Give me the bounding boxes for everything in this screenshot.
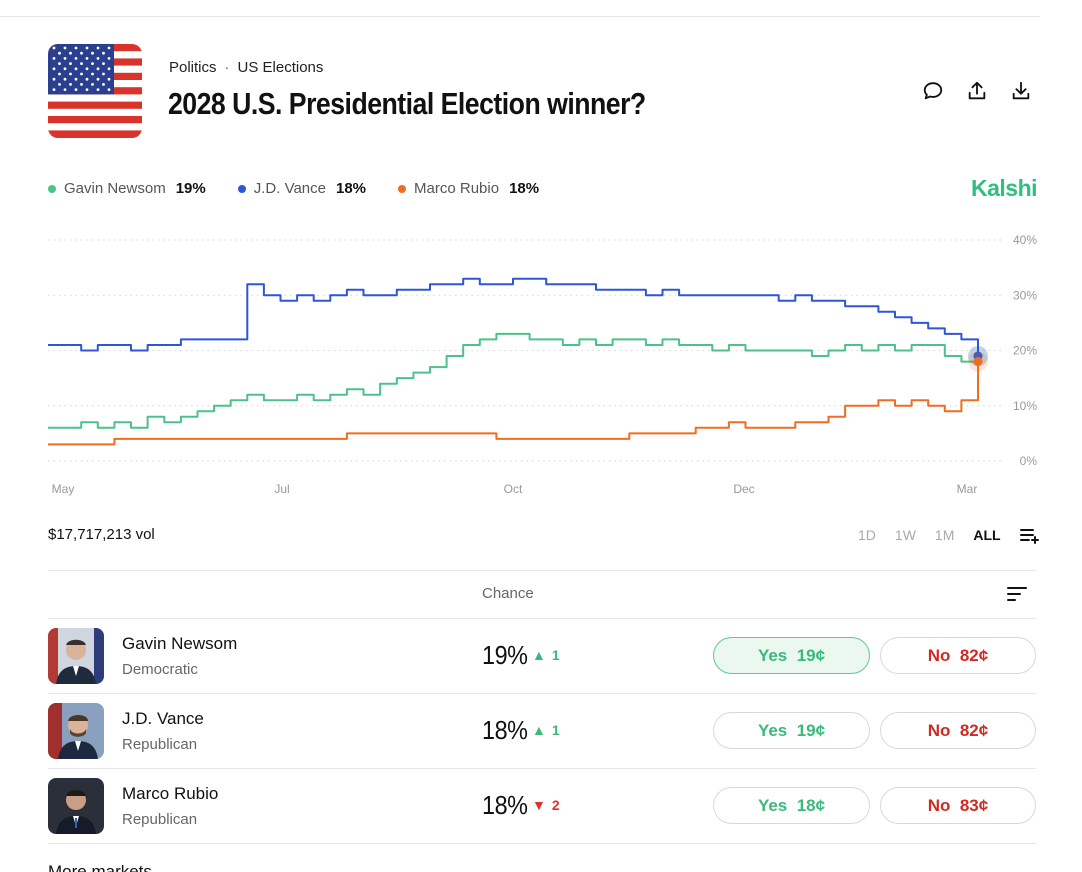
y-tick-label: 0% — [1020, 454, 1038, 468]
chance-value: 19% — [482, 640, 528, 670]
chance-delta: ▲ 1 — [532, 722, 560, 738]
chance-value: 18% — [482, 715, 528, 745]
y-tick-label: 30% — [1013, 288, 1037, 302]
candidate-name: Marco Rubio — [122, 784, 219, 803]
legend-pct: 19% — [175, 180, 206, 197]
delta-value: 1 — [551, 647, 560, 663]
legend-pct: 18% — [509, 180, 540, 197]
header-actions — [922, 80, 1032, 102]
yes-button[interactable]: Yes 18¢ — [713, 787, 870, 824]
divider — [48, 618, 1036, 619]
top-divider — [0, 16, 1040, 17]
y-tick-label: 40% — [1013, 233, 1037, 247]
x-tick-label: Mar — [957, 482, 978, 496]
breadcrumb-separator: · — [224, 59, 230, 76]
comment-icon[interactable] — [922, 80, 944, 102]
add-to-chart-icon[interactable] — [1019, 526, 1040, 544]
legend-item-rubio[interactable]: Marco Rubio 18% — [398, 180, 539, 197]
delta-value: 1 — [551, 722, 560, 738]
range-1w[interactable]: 1W — [894, 527, 916, 543]
chance-column-header: Chance — [482, 585, 534, 602]
chance-value: 18% — [482, 790, 528, 820]
triangle-down-icon: ▼ — [532, 797, 546, 813]
price-history-chart[interactable]: 0% 10% 20% 30% 40% May Jul Oct Dec Mar — [40, 225, 1050, 505]
table-row[interactable]: Marco Rubio Republican 18% ▼ 2 Yes 18¢ N… — [48, 768, 1036, 843]
avatar — [48, 778, 104, 834]
no-button[interactable]: No 82¢ — [880, 712, 1036, 749]
yes-button[interactable]: Yes 19¢ — [713, 637, 870, 674]
triangle-up-icon: ▲ — [532, 722, 546, 738]
candidate-party: Democratic — [122, 661, 198, 678]
share-icon[interactable] — [966, 80, 988, 102]
legend-pct: 18% — [336, 180, 367, 197]
legend-name: Marco Rubio — [414, 180, 500, 197]
more-markets-heading[interactable]: More markets — [48, 862, 152, 872]
divider — [48, 768, 1036, 769]
end-point — [973, 357, 983, 367]
x-tick-label: May — [52, 482, 75, 496]
range-all[interactable]: ALL — [973, 527, 1001, 543]
candidate-name: J.D. Vance — [122, 709, 204, 728]
no-button[interactable]: No 82¢ — [880, 637, 1036, 674]
table-row[interactable]: J.D. Vance Republican 18% ▲ 1 Yes 19¢ No… — [48, 693, 1036, 768]
legend-dot — [237, 184, 246, 193]
x-tick-label: Dec — [733, 482, 754, 496]
legend-item-vance[interactable]: J.D. Vance 18% — [237, 180, 367, 197]
range-1d[interactable]: 1D — [858, 527, 876, 543]
download-icon[interactable] — [1010, 80, 1032, 102]
sort-icon[interactable] — [1006, 584, 1028, 604]
divider — [48, 843, 1036, 844]
breadcrumb-us-elections[interactable]: US Elections — [237, 59, 324, 76]
chance-delta: ▲ 1 — [532, 647, 560, 663]
x-tick-label: Oct — [504, 482, 523, 496]
chance-delta: ▼ 2 — [532, 797, 560, 813]
candidate-name: Gavin Newsom — [122, 634, 238, 653]
range-1m[interactable]: 1M — [934, 527, 955, 543]
yes-button[interactable]: Yes 19¢ — [713, 712, 870, 749]
table-row[interactable]: Gavin Newsom Democratic 19% ▲ 1 Yes 19¢ … — [48, 618, 1036, 693]
avatar — [48, 703, 104, 759]
y-tick-label: 10% — [1013, 399, 1037, 413]
divider — [48, 570, 1036, 571]
no-button[interactable]: No 83¢ — [880, 787, 1036, 824]
candidate-party: Republican — [122, 736, 198, 753]
delta-value: 2 — [551, 797, 560, 813]
triangle-up-icon: ▲ — [532, 647, 546, 663]
legend-dot — [48, 184, 56, 193]
legend-dot — [398, 184, 407, 193]
x-tick-label: Jul — [274, 482, 289, 496]
page-title: 2028 U.S. Presidential Election winner? — [168, 86, 646, 121]
kalshi-logo[interactable]: Kalshi — [971, 175, 1038, 201]
legend-name: Gavin Newsom — [64, 180, 166, 197]
breadcrumb: Politics · US Elections — [169, 59, 323, 76]
legend-item-newsom[interactable]: Gavin Newsom 19% — [48, 180, 206, 197]
series-line-j-d-vance — [48, 277, 979, 356]
series-line-gavin-newsom — [48, 332, 979, 429]
time-range-selector: 1D 1W 1M ALL — [858, 526, 1040, 544]
series-line-marco-rubio — [48, 361, 979, 446]
chart-legend: Gavin Newsom 19% J.D. Vance 18% Marco Ru… — [48, 180, 539, 197]
candidate-party: Republican — [122, 811, 198, 828]
breadcrumb-politics[interactable]: Politics — [169, 59, 217, 76]
volume-label: $17,717,213 vol — [48, 526, 155, 543]
legend-name: J.D. Vance — [253, 180, 326, 197]
divider — [48, 693, 1036, 694]
y-tick-label: 20% — [1013, 344, 1037, 358]
avatar — [48, 628, 104, 684]
us-flag-icon — [48, 44, 142, 138]
